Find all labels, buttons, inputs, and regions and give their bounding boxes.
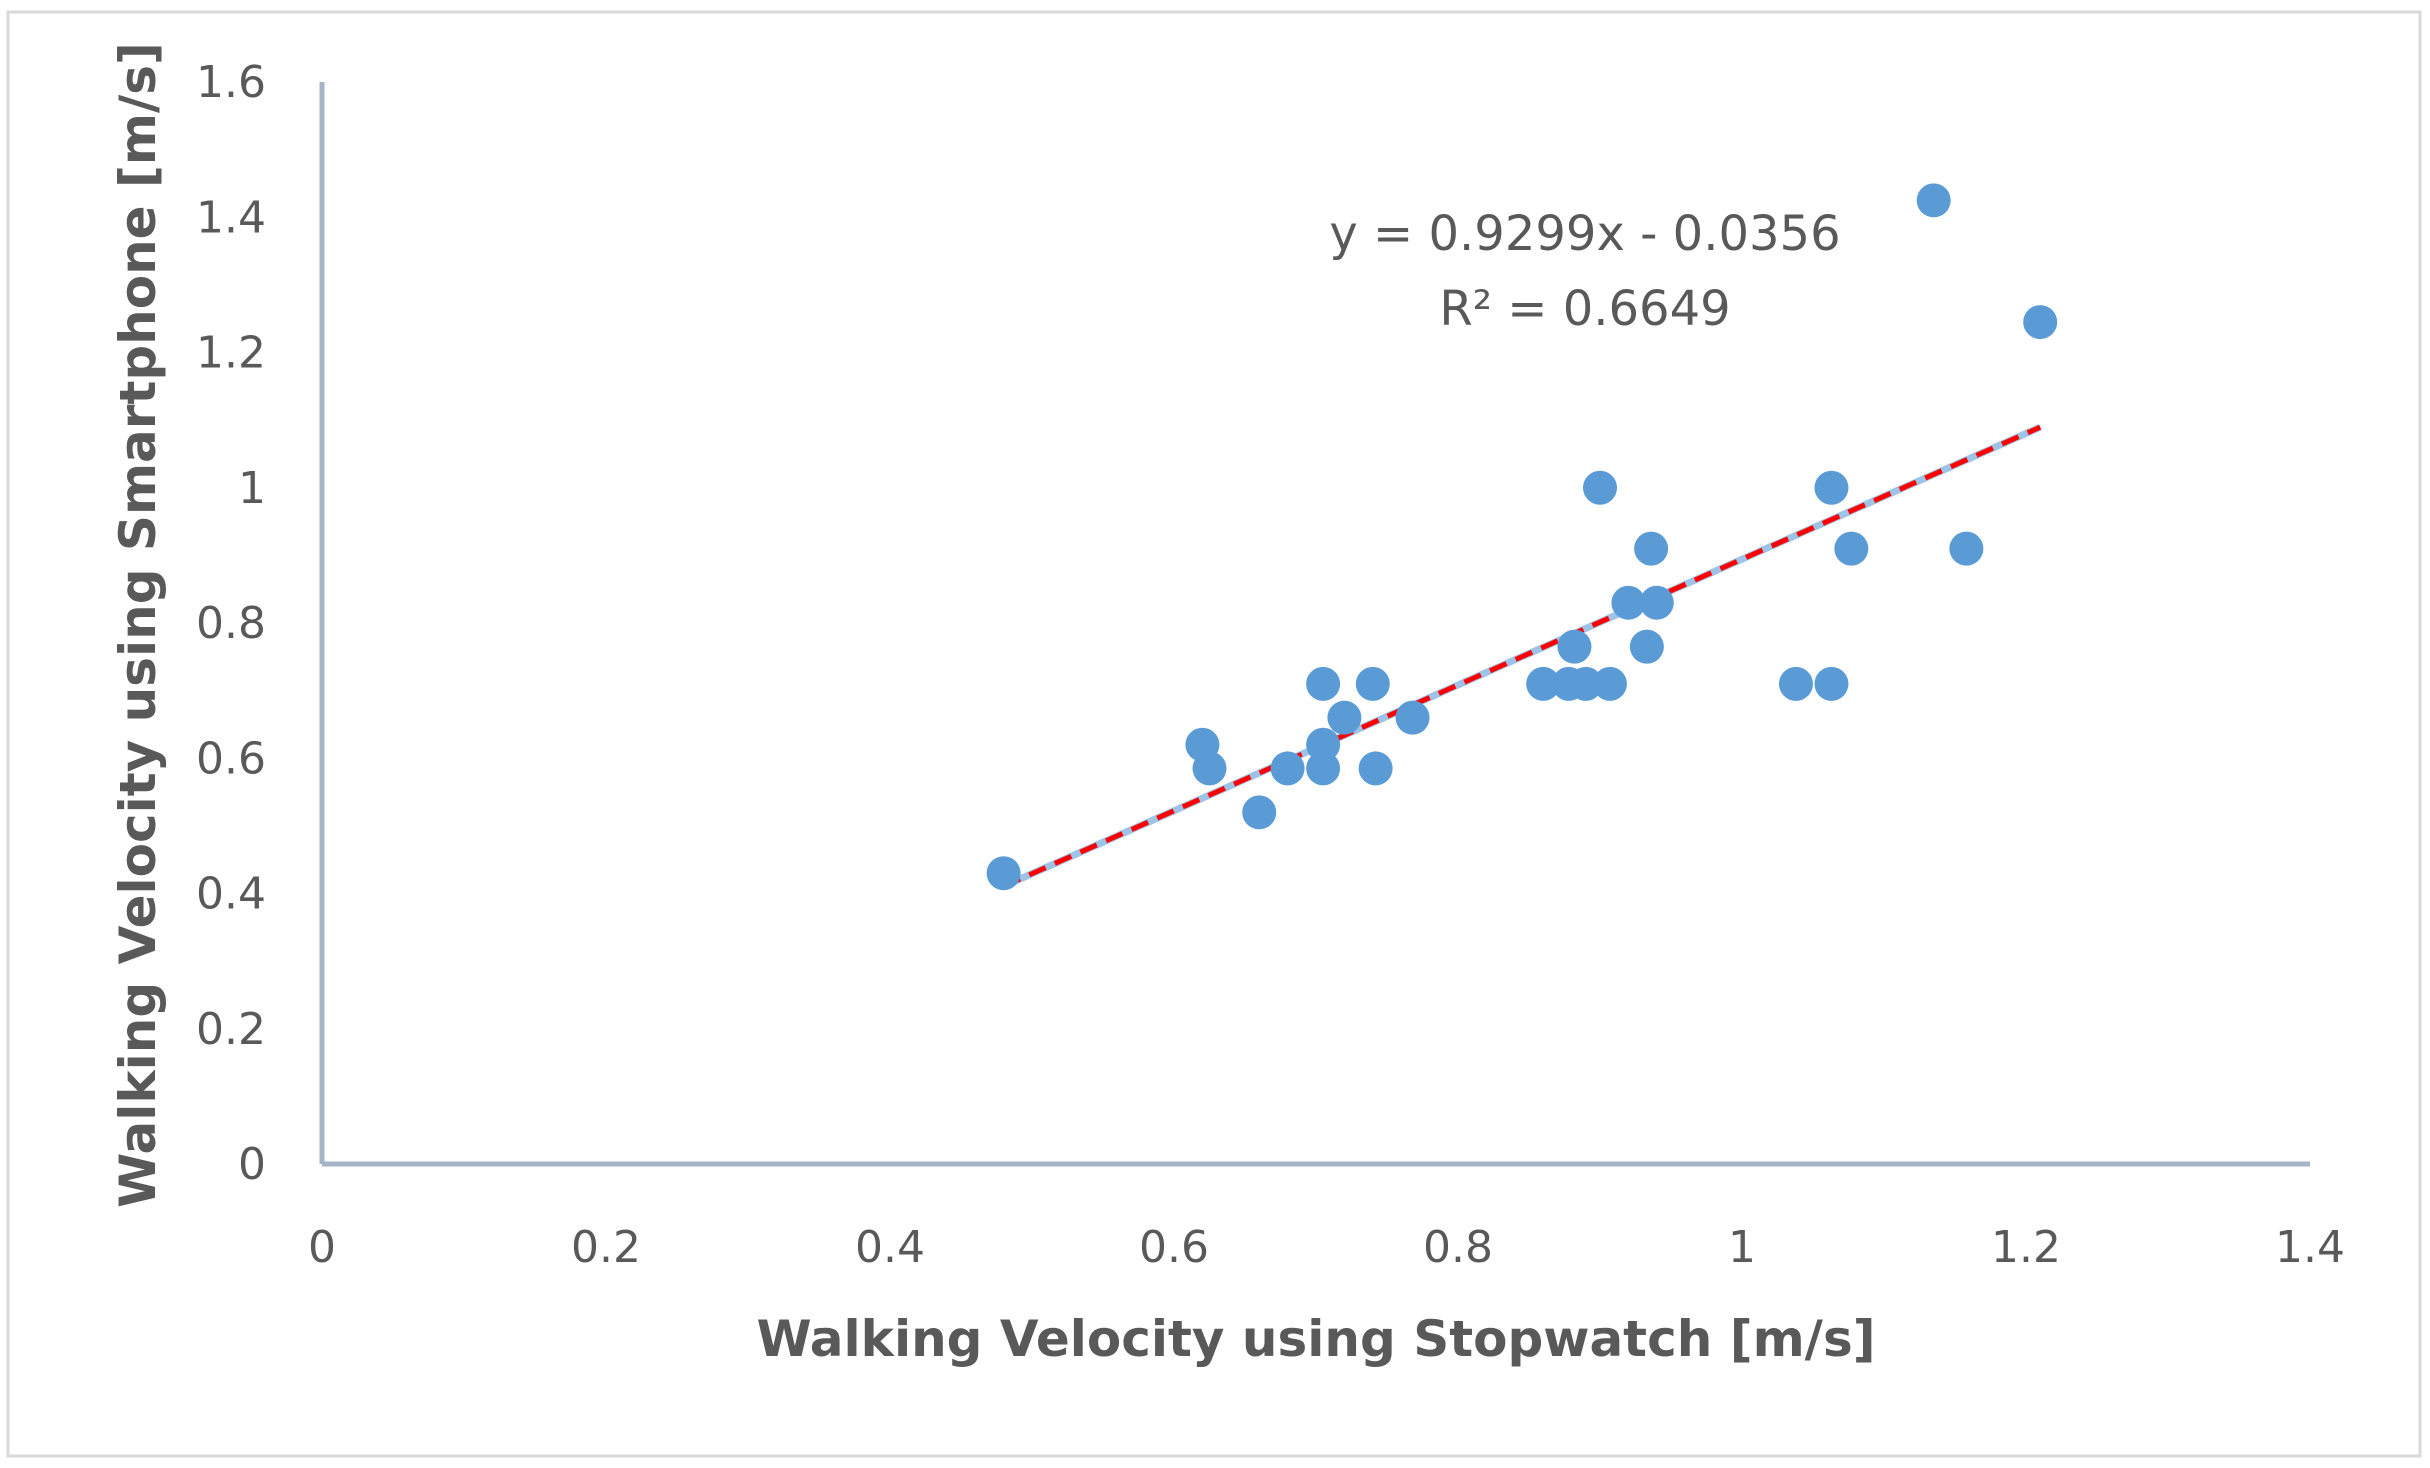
- x-tick-label: 1: [1728, 1222, 1756, 1273]
- axes: [319, 82, 2310, 1167]
- y-tick-label: 1.2: [196, 328, 266, 379]
- data-point: [1395, 700, 1430, 735]
- x-tick-labels: 0 0.2 0.4 0.6 0.8 1 1.2 1.4: [308, 1222, 2345, 1273]
- data-point: [1639, 585, 1674, 620]
- data-points: [986, 183, 2058, 891]
- y-tick-label: 0.8: [196, 598, 266, 649]
- data-point: [1814, 666, 1849, 701]
- data-point: [1358, 751, 1393, 786]
- data-point: [1526, 666, 1561, 701]
- data-point: [1814, 470, 1849, 505]
- y-tick-label: 1.4: [196, 192, 266, 243]
- data-point: [1242, 795, 1277, 830]
- data-point: [1192, 751, 1227, 786]
- data-point: [986, 856, 1021, 891]
- trendline-r-squared: R² = 0.6649: [1439, 281, 1730, 337]
- data-point: [2023, 305, 2058, 340]
- trendline-group: [1002, 423, 2042, 890]
- data-point: [1327, 700, 1362, 735]
- data-point: [1583, 470, 1617, 505]
- data-point: [1306, 727, 1341, 762]
- y-tick-label: 0.2: [196, 1004, 266, 1055]
- data-point: [1611, 585, 1646, 620]
- y-tick-label: 0: [238, 1139, 266, 1190]
- data-point: [1306, 666, 1341, 701]
- data-point: [1629, 629, 1664, 664]
- data-point: [1949, 531, 1984, 566]
- x-tick-label: 0.2: [571, 1222, 641, 1273]
- y-axis-title: Walking Velocity using Smartphone [m/s]: [109, 42, 167, 1208]
- x-tick-label: 0.4: [855, 1222, 925, 1273]
- x-tick-label: 0.6: [1139, 1222, 1209, 1273]
- x-tick-label: 1.4: [2275, 1222, 2345, 1273]
- data-point: [1355, 666, 1390, 701]
- data-point: [1834, 531, 1869, 566]
- data-point: [1306, 751, 1341, 786]
- data-point: [1634, 531, 1669, 566]
- y-tick-label: 0.4: [196, 869, 266, 920]
- x-tick-label: 0: [308, 1222, 336, 1273]
- x-axis-title: Walking Velocity using Stopwatch [m/s]: [756, 1310, 1875, 1368]
- y-tick-label: 1.6: [196, 57, 266, 108]
- x-tick-label: 0.8: [1423, 1222, 1493, 1273]
- y-tick-labels: 0 0.2 0.4 0.6 0.8 1 1.2 1.4 1.6: [196, 57, 266, 1190]
- data-point: [1270, 751, 1305, 786]
- data-point: [1592, 666, 1627, 701]
- data-point: [1778, 666, 1813, 701]
- trendline-equation: y = 0.9299x - 0.0356: [1329, 206, 1840, 262]
- x-tick-label: 1.2: [1991, 1222, 2061, 1273]
- y-tick-label: 1: [238, 463, 266, 514]
- data-point: [1916, 183, 1951, 218]
- data-point: [1568, 666, 1603, 701]
- trendline: [1002, 424, 2042, 889]
- data-point: [1557, 629, 1592, 664]
- y-tick-label: 0.6: [196, 733, 266, 784]
